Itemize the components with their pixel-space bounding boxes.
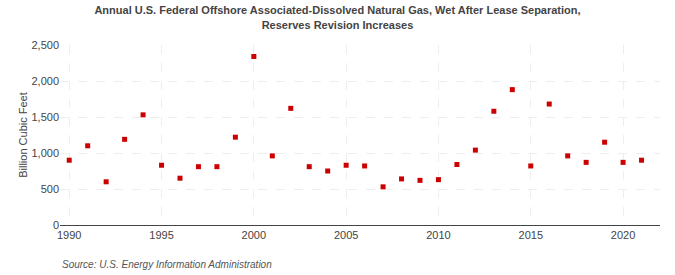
svg-text:2015: 2015 xyxy=(519,229,543,241)
svg-text:2010: 2010 xyxy=(426,229,450,241)
svg-text:2020: 2020 xyxy=(611,229,635,241)
svg-text:2,000: 2,000 xyxy=(31,75,59,87)
svg-text:2005: 2005 xyxy=(334,229,358,241)
svg-text:1,500: 1,500 xyxy=(31,111,59,123)
svg-text:Source: U.S. Energy Informatio: Source: U.S. Energy Information Administ… xyxy=(62,259,272,270)
svg-text:1990: 1990 xyxy=(57,229,81,241)
svg-text:Annual U.S. Federal Offshore A: Annual U.S. Federal Offshore Associated-… xyxy=(94,4,580,30)
svg-text:0: 0 xyxy=(53,219,59,231)
svg-text:1995: 1995 xyxy=(149,229,173,241)
svg-text:2000: 2000 xyxy=(242,229,266,241)
svg-text:2,500: 2,500 xyxy=(31,39,59,51)
svg-text:500: 500 xyxy=(41,183,59,195)
svg-text:1,000: 1,000 xyxy=(31,147,59,159)
svg-text:Billion Cubic Feet: Billion Cubic Feet xyxy=(17,92,29,178)
